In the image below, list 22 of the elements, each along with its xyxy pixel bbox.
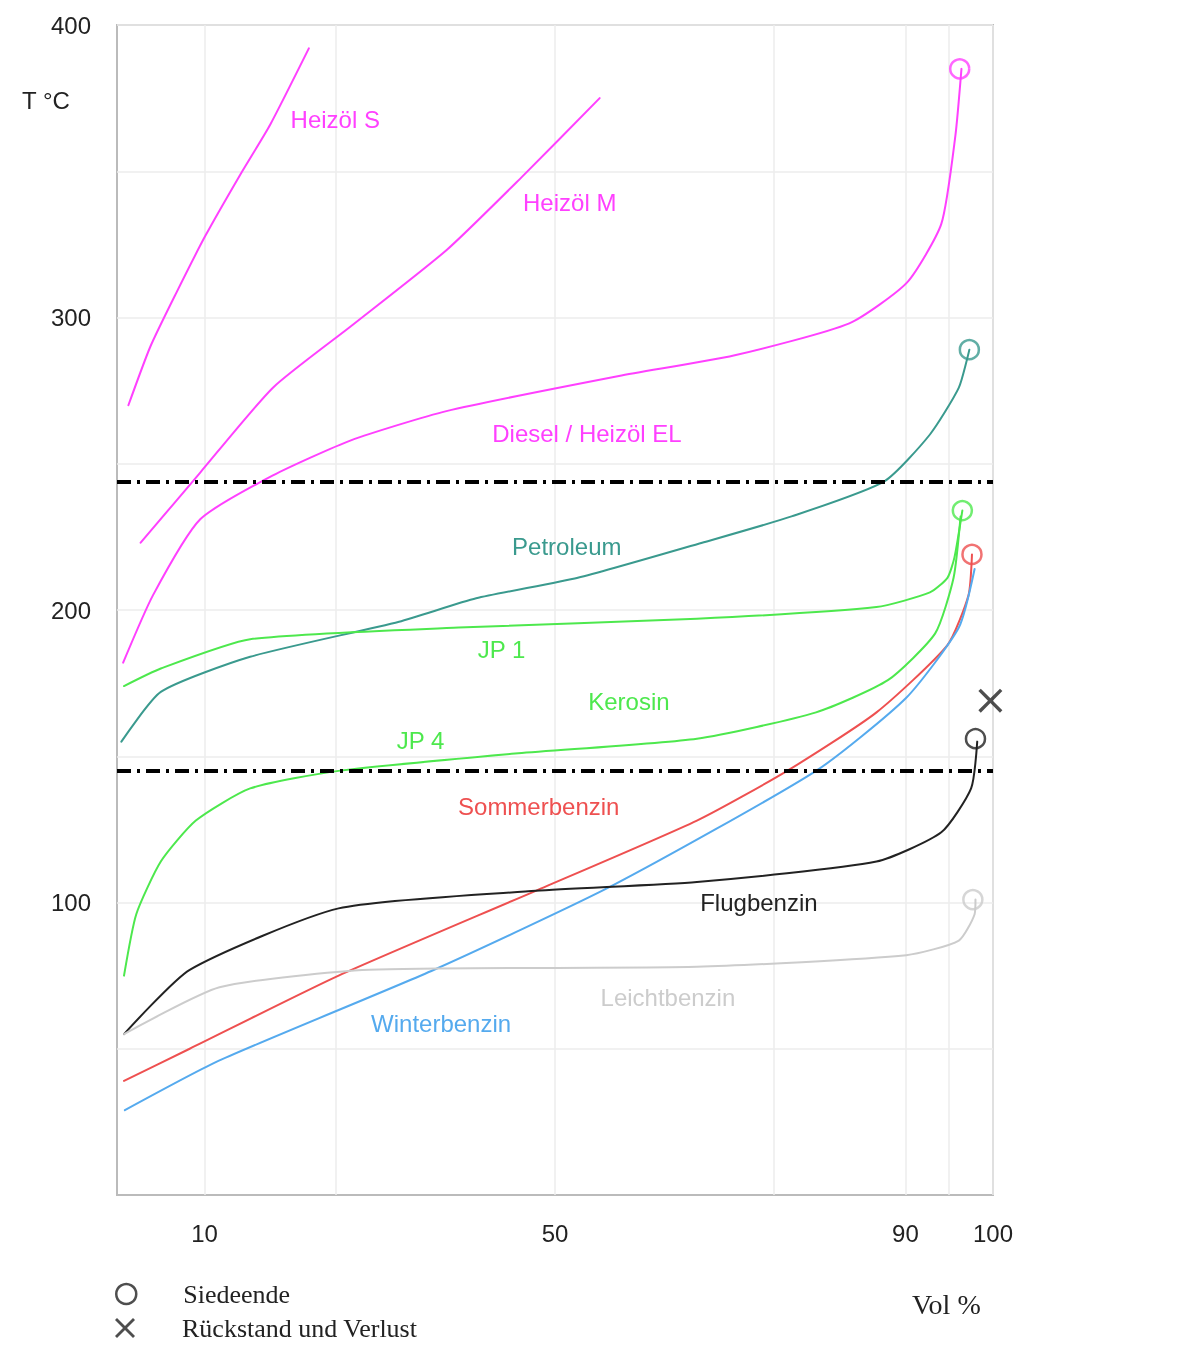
x-tick-label: 100 <box>972 1219 1014 1247</box>
x-tick-label: 90 <box>892 1219 919 1247</box>
y-tick-label: 400 <box>50 11 91 39</box>
legend-label: Rückstand und Verlust <box>182 1313 418 1343</box>
y-tick-label: 100 <box>50 889 91 916</box>
series-label: Sommerbenzin <box>458 793 620 821</box>
annotation: Kerosin <box>588 688 670 716</box>
series-label: Winterbenzin <box>371 1010 512 1038</box>
legend-label: Siedeende <box>183 1279 291 1309</box>
series-label: Heizöl S <box>290 105 380 133</box>
series-label: JP 1 <box>477 636 526 664</box>
y-tick-label: 200 <box>50 596 91 624</box>
x-tick-label: 50 <box>541 1219 569 1247</box>
x-tick-label: 10 <box>191 1219 218 1247</box>
y-tick-label: 300 <box>50 304 91 331</box>
series-label: Heizöl M <box>523 188 617 216</box>
series-label: Diesel / Heizöl EL <box>492 419 682 447</box>
series-label: Flugbenzin <box>700 888 818 916</box>
series-label: Petroleum <box>512 533 622 561</box>
x-axis-title: Vol % <box>912 1288 981 1320</box>
series-label: JP 4 <box>396 727 445 755</box>
y-axis-title: T °C <box>22 86 70 114</box>
